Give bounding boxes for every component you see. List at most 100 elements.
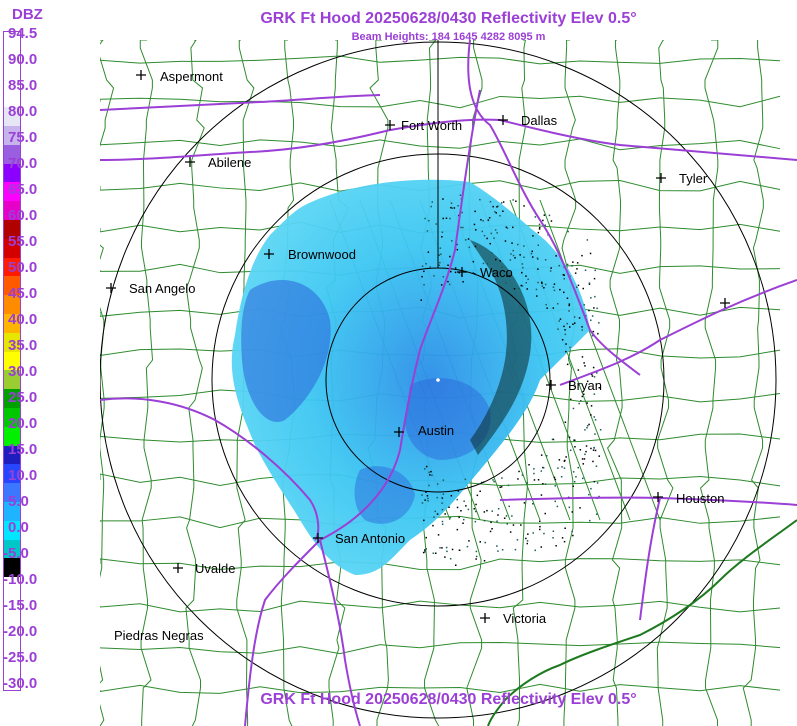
echo-strong-blob (354, 466, 415, 524)
echo-speckle (500, 486, 503, 488)
city-label-fort-worth: Fort Worth (401, 118, 462, 133)
echo-speckle (565, 343, 567, 345)
echo-speckle (501, 266, 503, 268)
echo-speckle (569, 326, 571, 328)
echo-speckle (426, 230, 429, 232)
echo-speckle (453, 207, 456, 209)
legend-label: -25.0 (3, 649, 38, 666)
echo-speckle (454, 267, 457, 269)
echo-speckle (598, 495, 600, 498)
echo-speckle (572, 407, 575, 410)
echo-speckle (526, 540, 529, 542)
echo-speckle (489, 242, 491, 245)
echo-speckle (591, 373, 593, 376)
echo-speckle (544, 283, 547, 286)
echo-speckle (556, 505, 559, 508)
legend-label: 80.0 (8, 103, 38, 120)
echo-speckle (427, 497, 429, 500)
echo-speckle (496, 206, 498, 208)
echo-speckle (521, 285, 524, 287)
echo-speckle (574, 446, 576, 448)
echo-speckle (595, 513, 598, 515)
echo-speckle (475, 550, 478, 553)
echo-speckle (590, 405, 593, 407)
echo-speckle (533, 468, 535, 470)
echo-speckle (425, 491, 427, 493)
legend-swatch (4, 483, 20, 503)
echo-speckle (523, 205, 525, 207)
echo-speckle (542, 483, 544, 485)
echo-speckle (499, 215, 501, 217)
echo-speckle (527, 278, 529, 281)
echo-speckle (577, 369, 580, 371)
echo-speckle (535, 288, 538, 291)
echo-speckle (568, 506, 571, 509)
echo-speckle (506, 523, 508, 525)
echo-speckle (486, 237, 488, 240)
echo-speckle (583, 458, 586, 460)
echo-speckle (572, 323, 574, 325)
echo-speckle (423, 284, 425, 286)
echo-speckle (588, 283, 591, 285)
echo-speckle (585, 445, 588, 447)
city-marker-austin (394, 427, 404, 437)
city-marker-uvalde (173, 563, 183, 573)
legend-swatch (4, 32, 20, 52)
echo-speckle (521, 474, 524, 476)
echo-speckle (512, 199, 514, 201)
echo-speckle (456, 248, 459, 251)
echo-speckle (534, 549, 536, 552)
echo-speckle (430, 470, 432, 473)
echo-speckle (507, 484, 510, 487)
city-markers: Aspermont Fort Worth Dallas Abilene Tyler Bro… (106, 69, 730, 643)
echo-speckle (540, 546, 542, 548)
echo-speckle (537, 258, 539, 260)
echo-speckle (561, 466, 563, 468)
legend-label: 5.0 (8, 493, 29, 510)
legend-label: 50.0 (8, 259, 38, 276)
echo-speckle (442, 479, 445, 481)
echo-speckle (493, 237, 495, 239)
echo-speckle (571, 530, 573, 533)
echo-speckle (572, 534, 574, 537)
echo-speckle (525, 537, 527, 540)
echo-speckle (591, 334, 594, 337)
county-line (100, 600, 781, 613)
legend-label: 35.0 (8, 337, 38, 354)
echo-speckle (442, 217, 444, 220)
echo-speckle (526, 288, 528, 290)
echo-speckle (583, 362, 585, 364)
echo-speckle (568, 436, 571, 439)
echo-speckle (584, 365, 586, 367)
echo-speckle (440, 284, 443, 286)
echo-speckle (543, 214, 546, 216)
echo-speckle (500, 202, 503, 204)
echo-speckle (427, 500, 429, 502)
echo-speckle (433, 516, 435, 518)
echo-speckle (563, 467, 566, 469)
echo-speckle (441, 520, 444, 523)
echo-speckle (522, 266, 524, 269)
echo-speckle (581, 458, 584, 460)
echo-speckle (532, 235, 534, 237)
echo-speckle (543, 532, 545, 535)
legend-label: 94.5 (8, 25, 38, 42)
echo-speckle (499, 486, 501, 488)
echo-speckle (552, 286, 555, 288)
echo-speckle (473, 508, 475, 510)
echo-speckle (506, 275, 508, 277)
echo-speckle (553, 283, 556, 285)
echo-speckle (561, 537, 564, 539)
echo-speckle (462, 522, 464, 524)
echo-speckle (525, 282, 527, 284)
echo-speckle (450, 202, 453, 204)
county-line (100, 641, 781, 655)
legend-swatch (4, 163, 20, 183)
echo-speckles (420, 194, 602, 566)
echo-speckle (460, 510, 462, 512)
echo-speckle (517, 478, 519, 480)
city-marker-tyler (656, 173, 666, 183)
echo-speckle (581, 254, 583, 257)
echo-speckle (505, 226, 508, 228)
